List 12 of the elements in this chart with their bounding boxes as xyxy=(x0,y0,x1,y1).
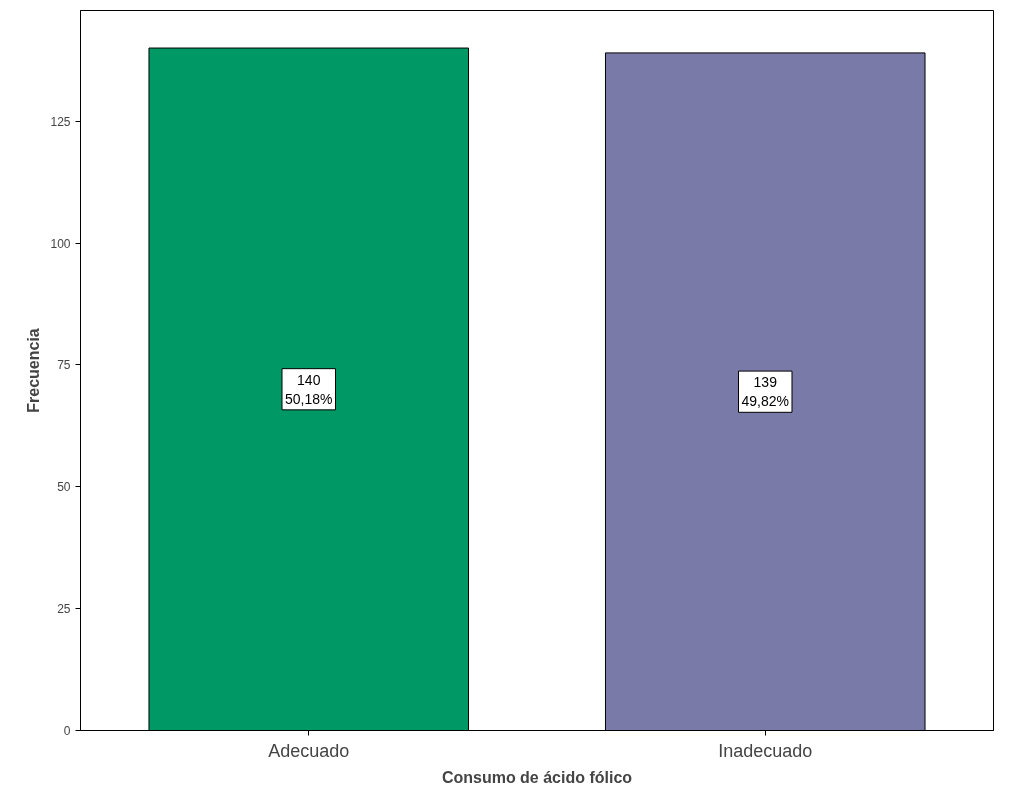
y-tick-label: 0 xyxy=(63,724,71,738)
y-tick-label: 25 xyxy=(57,602,71,617)
y-tick-label: 75 xyxy=(57,358,71,373)
y-tick-label: 50 xyxy=(57,480,71,495)
data-label: 140 50,18% xyxy=(285,371,333,407)
x-tick-label: Adecuado xyxy=(268,740,350,761)
x-tick-label: Inadecuado xyxy=(718,740,813,761)
x-axis-title: Consumo de ácido fólico xyxy=(441,768,633,786)
y-axis-title: Frecuencia xyxy=(25,328,43,413)
data-label: 139 49,82% xyxy=(741,374,789,410)
y-tick-label: 125 xyxy=(50,114,71,129)
y-tick-label: 100 xyxy=(50,236,71,251)
